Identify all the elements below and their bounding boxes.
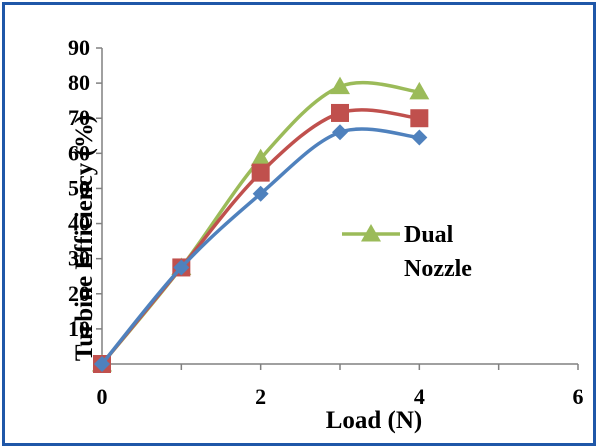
y-tick-label: 50 xyxy=(68,175,90,200)
y-tick-label: 70 xyxy=(68,105,90,130)
y-tick-label: 30 xyxy=(68,246,90,271)
y-axis-ticks: 10 20 30 40 50 60 70 80 90 xyxy=(68,35,102,341)
data-point-square xyxy=(410,109,429,128)
y-tick-label: 40 xyxy=(68,211,90,236)
series-layer xyxy=(92,76,430,373)
x-tick-label: 0 xyxy=(97,384,108,409)
data-point-triangle xyxy=(409,81,430,100)
data-point-diamond xyxy=(94,356,110,372)
legend-label: Dual Nozzle xyxy=(404,222,472,282)
x-tick-label: 4 xyxy=(414,384,425,409)
x-tick-label: 2 xyxy=(255,384,266,409)
series-line xyxy=(100,80,420,366)
data-point-diamond xyxy=(332,124,348,141)
x-axis-ticks: 0 2 4 6 xyxy=(97,364,584,409)
x-tick-label: 6 xyxy=(573,384,584,409)
series-3 xyxy=(92,76,430,372)
y-axis-title: Turbine Efficiency (%) xyxy=(71,115,98,361)
x-axis-title: Load (N) xyxy=(326,407,423,434)
y-tick-label: 10 xyxy=(68,316,90,341)
data-point-triangle xyxy=(250,148,271,167)
data-point-square xyxy=(251,163,270,182)
data-point-diamond xyxy=(252,185,269,202)
data-point-square xyxy=(331,103,349,122)
series-1 xyxy=(94,124,428,372)
legend: Dual Nozzle xyxy=(342,222,472,282)
y-tick-label: 90 xyxy=(68,35,90,60)
data-point-triangle xyxy=(330,76,350,95)
data-point-diamond xyxy=(173,259,190,276)
y-tick-label: 60 xyxy=(68,140,90,165)
y-tick-label: 20 xyxy=(68,281,90,306)
y-tick-label: 80 xyxy=(68,70,90,95)
data-point-diamond xyxy=(411,129,428,146)
legend-marker xyxy=(361,224,381,242)
